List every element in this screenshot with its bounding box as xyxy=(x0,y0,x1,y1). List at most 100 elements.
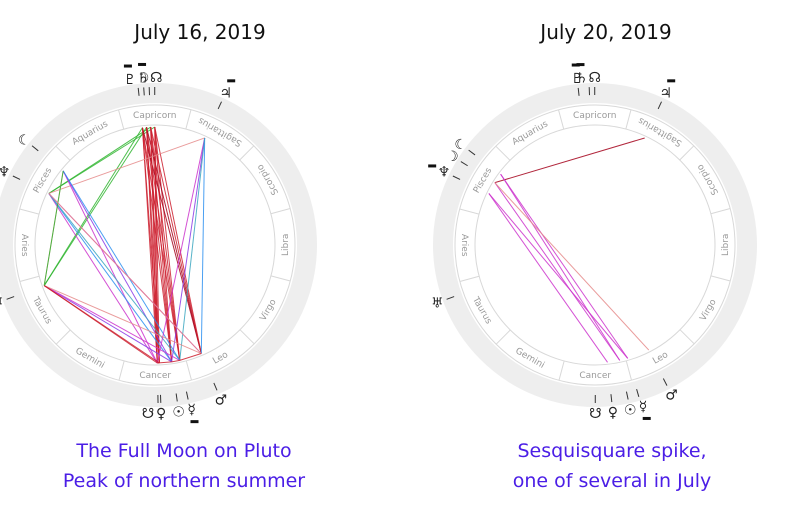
sign-label-cancer: Cancer xyxy=(139,371,171,381)
sign-divider xyxy=(679,145,695,161)
zodiac-band-inner xyxy=(34,124,276,366)
aspect-wheel-left: AriesTaurusGeminiCancerLeoVirgoLibraScor… xyxy=(0,62,317,424)
retrograde-marker xyxy=(227,79,236,83)
sign-divider xyxy=(185,360,192,381)
planet-tick xyxy=(185,391,189,400)
aspect-line xyxy=(43,127,143,286)
caption-left-line2: Peak of northern summer xyxy=(62,470,306,492)
sign-divider xyxy=(625,360,632,381)
aspect-line xyxy=(494,182,621,361)
planet-tick xyxy=(31,145,39,152)
aspect-line xyxy=(48,193,173,363)
sign-divider xyxy=(679,329,695,345)
aspect-line xyxy=(494,137,645,184)
retrograde-marker xyxy=(576,63,585,67)
sign-label-libra: Libra xyxy=(721,234,731,256)
planet-tick xyxy=(213,382,218,391)
aspect-line xyxy=(156,137,206,364)
aspect-line xyxy=(48,126,156,194)
aspect-line xyxy=(48,193,202,354)
sign-divider xyxy=(239,329,255,345)
venus-icon: ♀ xyxy=(156,406,166,422)
aspect-line xyxy=(150,127,158,363)
aspect-line xyxy=(48,193,158,364)
moon-icon: ☽ xyxy=(137,70,150,86)
aspect-line xyxy=(62,170,158,364)
sign-divider xyxy=(710,275,731,282)
sign-divider xyxy=(19,208,40,215)
sign-divider xyxy=(19,275,40,282)
pluto-icon: ♇ xyxy=(124,72,137,88)
planet-tick xyxy=(175,393,178,402)
jupiter-icon: ♃ xyxy=(219,86,232,102)
planet-tick xyxy=(446,296,455,300)
planet-tick xyxy=(657,101,662,110)
sign-label-capricorn: Capricorn xyxy=(133,111,176,121)
retrograde-marker xyxy=(190,420,199,424)
south-node-icon: ☋ xyxy=(142,406,154,422)
sign-divider xyxy=(495,145,511,161)
sign-divider xyxy=(495,329,511,345)
caption-left-line1: The Full Moon on Pluto xyxy=(76,440,292,462)
sign-divider xyxy=(710,208,731,215)
venus-icon: ♀ xyxy=(608,405,618,421)
aspect-line xyxy=(48,137,205,194)
north-node-icon: ☊ xyxy=(150,70,162,86)
planet-tick xyxy=(6,296,15,300)
north-node-icon: ☊ xyxy=(588,70,600,86)
outer-ring xyxy=(433,83,757,407)
sign-divider xyxy=(625,109,632,130)
sign-divider xyxy=(558,109,565,130)
sign-divider xyxy=(185,109,192,130)
planet-tick xyxy=(636,388,640,397)
retrograde-marker xyxy=(138,62,147,66)
uranus-icon: ♅ xyxy=(0,296,4,312)
aspect-line xyxy=(171,359,180,363)
aspect-line xyxy=(150,126,202,354)
sign-label-pisces: Pisces xyxy=(32,166,55,195)
aspect-line xyxy=(43,285,180,361)
aspect-line xyxy=(488,193,629,359)
aspect-line xyxy=(500,173,629,359)
caption-right-line2: one of several in July xyxy=(512,470,712,492)
planet-tick xyxy=(662,378,668,386)
planet-tick xyxy=(137,87,140,96)
planet-tick xyxy=(625,391,629,400)
sign-label-libra: Libra xyxy=(281,234,291,256)
retrograde-marker xyxy=(667,79,676,83)
sign-divider xyxy=(459,275,480,282)
sign-divider xyxy=(118,109,125,130)
caption-right: Sesquisquare spike, one of several in Ju… xyxy=(432,436,792,496)
planet-tick xyxy=(12,175,21,180)
chart-title-right: July 20, 2019 xyxy=(540,20,672,44)
sign-label-cancer: Cancer xyxy=(579,371,611,381)
planet-tick xyxy=(452,175,461,180)
planet-tick xyxy=(468,149,476,156)
aspect-line xyxy=(500,173,621,361)
saturn-icon: ♄ xyxy=(137,70,150,86)
retrograde-marker xyxy=(428,164,437,168)
lilith-icon: ☾ xyxy=(18,133,31,149)
aspect-line xyxy=(488,193,608,363)
neptune-icon: ♆ xyxy=(438,165,451,181)
uranus-icon: ♅ xyxy=(431,296,444,312)
retrograde-marker xyxy=(571,63,580,67)
sign-divider xyxy=(118,360,125,381)
aspect-line xyxy=(43,285,172,363)
sign-label-aries: Aries xyxy=(459,234,469,257)
zodiac-band-outer xyxy=(454,104,736,386)
sign-divider xyxy=(270,208,291,215)
sign-label-aries: Aries xyxy=(19,234,29,257)
sign-divider xyxy=(55,145,71,161)
planet-tick xyxy=(460,161,468,167)
sign-divider xyxy=(459,208,480,215)
aspect-line xyxy=(179,137,206,361)
aspect-line xyxy=(154,126,202,354)
sign-divider xyxy=(55,329,71,345)
mercury-icon: ☿ xyxy=(639,399,648,415)
aspect-line xyxy=(179,353,202,361)
retrograde-marker xyxy=(642,416,651,420)
saturn-icon: ♄ xyxy=(575,71,588,87)
sun-icon: ☉ xyxy=(624,402,637,418)
